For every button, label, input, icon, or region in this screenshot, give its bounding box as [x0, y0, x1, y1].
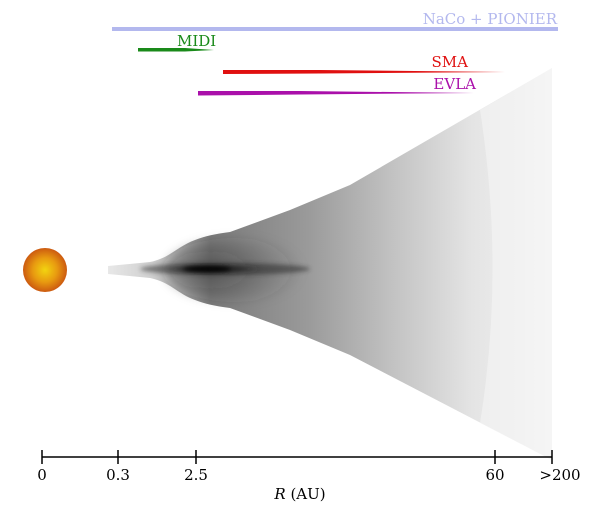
tick-label: 2.5	[184, 466, 208, 484]
outer-disk	[108, 68, 552, 460]
tick-label: >200	[539, 466, 580, 484]
instrument-midi: MIDI	[138, 32, 216, 52]
axis-unit: (AU)	[286, 485, 326, 503]
midi-bar	[138, 48, 214, 52]
outer-disk-edge	[480, 68, 552, 460]
axis-symbol: R	[273, 485, 285, 503]
evla-bar	[198, 91, 474, 96]
tick-label: 0.3	[106, 466, 130, 484]
sma-bar	[223, 70, 505, 74]
inner-rim-core	[183, 266, 231, 272]
instrument-evla: EVLA	[198, 75, 476, 96]
sma-label: SMA	[432, 53, 469, 71]
naco-pionier-bar	[112, 27, 558, 31]
evla-label: EVLA	[433, 75, 476, 93]
midi-label: MIDI	[177, 32, 216, 50]
naco-pionier-label: NaCo + PIONIER	[423, 10, 558, 28]
tick-label: 60	[485, 466, 504, 484]
star	[23, 248, 67, 292]
instrument-sma: SMA	[223, 53, 505, 74]
axis-title: R (AU)	[273, 485, 325, 503]
radius-axis: 0 0.3 2.5 60 >200 R (AU)	[37, 450, 581, 503]
instrument-naco-pionier: NaCo + PIONIER	[112, 10, 558, 31]
tick-label: 0	[37, 466, 47, 484]
